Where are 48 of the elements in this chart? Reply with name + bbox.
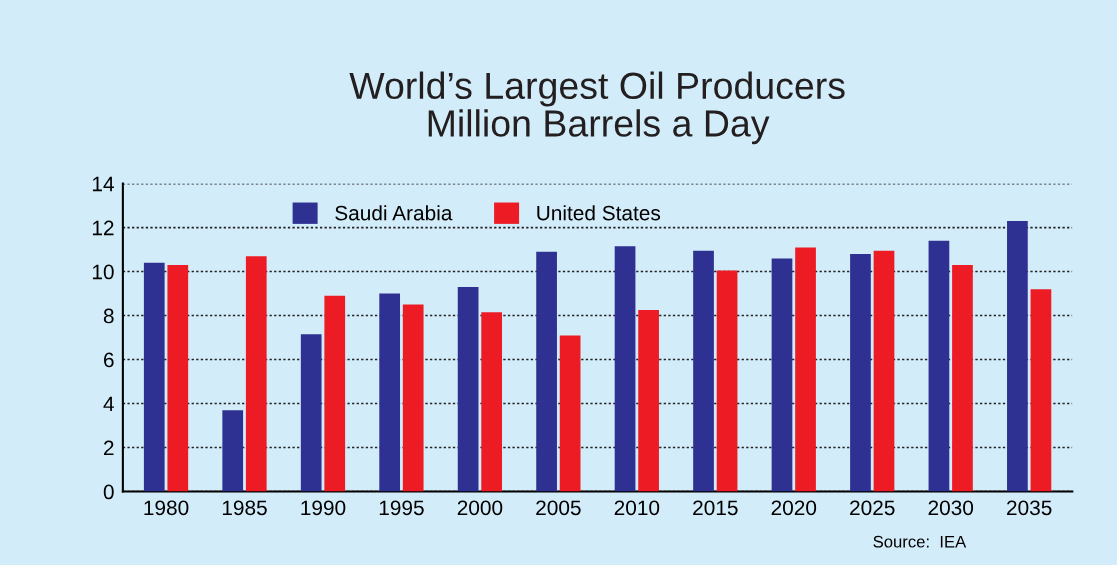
x-tick-label: 2030	[928, 500, 974, 516]
bar	[771, 258, 793, 492]
x-tick-label: 2035	[1007, 500, 1052, 516]
y-tick-label: 4	[103, 396, 114, 412]
bar	[324, 295, 346, 492]
bar	[952, 265, 973, 492]
bar	[222, 410, 244, 492]
source-note: Source: IEA	[873, 535, 967, 548]
x-tick-label: 1995	[379, 500, 424, 516]
bar	[693, 250, 714, 492]
bar	[614, 246, 636, 492]
x-tick-label: 2015	[693, 500, 738, 516]
bar	[928, 240, 950, 492]
bar	[795, 247, 816, 492]
y-tick-label: 0	[103, 484, 114, 500]
x-tick-label: 1990	[301, 500, 346, 516]
legend-label: Saudi Arabia	[335, 205, 453, 221]
bar	[167, 265, 189, 492]
x-tick-label: 2000	[457, 500, 503, 516]
x-tick-label: 2010	[614, 500, 660, 516]
y-tick-label: 6	[104, 352, 114, 368]
bar	[457, 287, 479, 492]
bar	[1030, 289, 1052, 492]
bar	[536, 251, 557, 492]
bar	[638, 310, 659, 492]
bar	[402, 304, 424, 492]
legend-label: United States	[537, 205, 661, 221]
y-tick-label: 12	[92, 220, 114, 236]
x-tick-label: 1985	[222, 500, 267, 516]
x-tick-label: 1980	[144, 500, 189, 516]
y-tick-label: 10	[92, 264, 114, 280]
bar	[143, 262, 165, 492]
bar	[481, 312, 503, 492]
bar	[379, 293, 401, 492]
bar	[716, 270, 738, 492]
x-tick-label: 2005	[536, 500, 581, 516]
y-tick-label: 14	[92, 176, 114, 192]
x-tick-label: 2025	[850, 500, 895, 516]
bar	[873, 250, 895, 492]
bar	[1007, 221, 1028, 492]
y-tick-label: 8	[103, 308, 114, 324]
bar	[850, 254, 871, 492]
bar	[300, 334, 322, 492]
chart-title: World’s Largest Oil Producers Million Barrels a Day	[349, 71, 845, 145]
bar	[559, 335, 581, 492]
y-tick-label: 2	[104, 440, 114, 456]
bar	[245, 256, 267, 492]
x-tick-label: 2020	[771, 500, 817, 516]
